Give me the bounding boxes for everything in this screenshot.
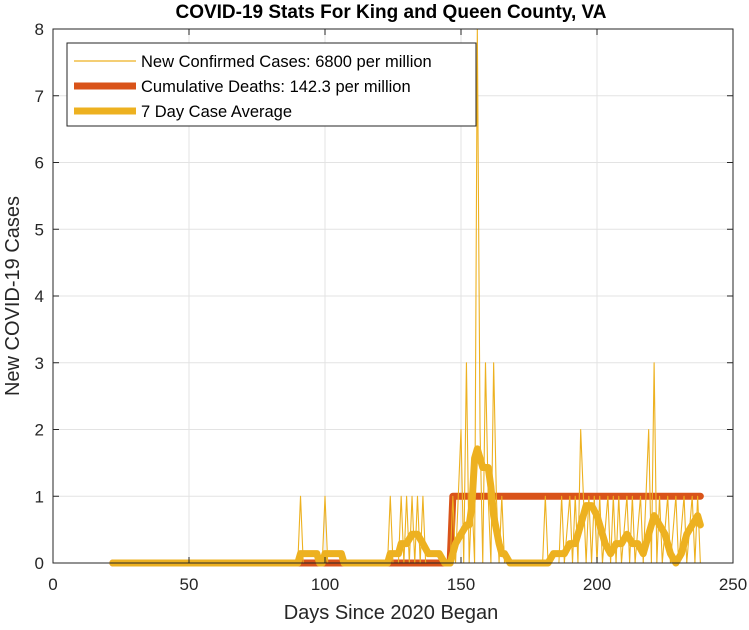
y-tick-label: 3 xyxy=(35,354,44,373)
y-tick-label: 2 xyxy=(35,421,44,440)
y-tick-label: 5 xyxy=(35,220,44,239)
axes-box xyxy=(52,28,734,564)
x-tick-label: 50 xyxy=(180,575,199,594)
y-tick-label: 1 xyxy=(35,487,44,506)
x-tick-label: 150 xyxy=(447,575,475,594)
x-tick-label: 0 xyxy=(48,575,57,594)
chart-title: COVID-19 Stats For King and Queen County… xyxy=(175,2,606,23)
tick-labels: 0 50 100 150 200 250 0 1 2 3 4 5 6 7 8 xyxy=(35,20,748,594)
series-7-day-average xyxy=(109,445,704,567)
y-tick-label: 7 xyxy=(35,87,44,106)
legend-label-deaths: Cumulative Deaths: 142.3 per million xyxy=(141,78,411,96)
x-tick-label: 250 xyxy=(719,575,747,594)
y-tick-label: 8 xyxy=(35,20,44,39)
y-tick-label: 6 xyxy=(35,154,44,173)
legend-label-7day-average: 7 Day Case Average xyxy=(141,103,292,121)
y-axis-label: New COVID-19 Cases xyxy=(2,196,24,396)
y-tick-label: 0 xyxy=(35,554,44,573)
legend: New Confirmed Cases: 6800 per million Cu… xyxy=(66,42,477,127)
x-tick-label: 100 xyxy=(311,575,339,594)
x-axis-label: Days Since 2020 Began xyxy=(284,602,499,624)
x-tick-label: 200 xyxy=(583,575,611,594)
legend-label-new-cases: New Confirmed Cases: 6800 per million xyxy=(141,53,432,71)
y-tick-label: 4 xyxy=(35,287,44,306)
